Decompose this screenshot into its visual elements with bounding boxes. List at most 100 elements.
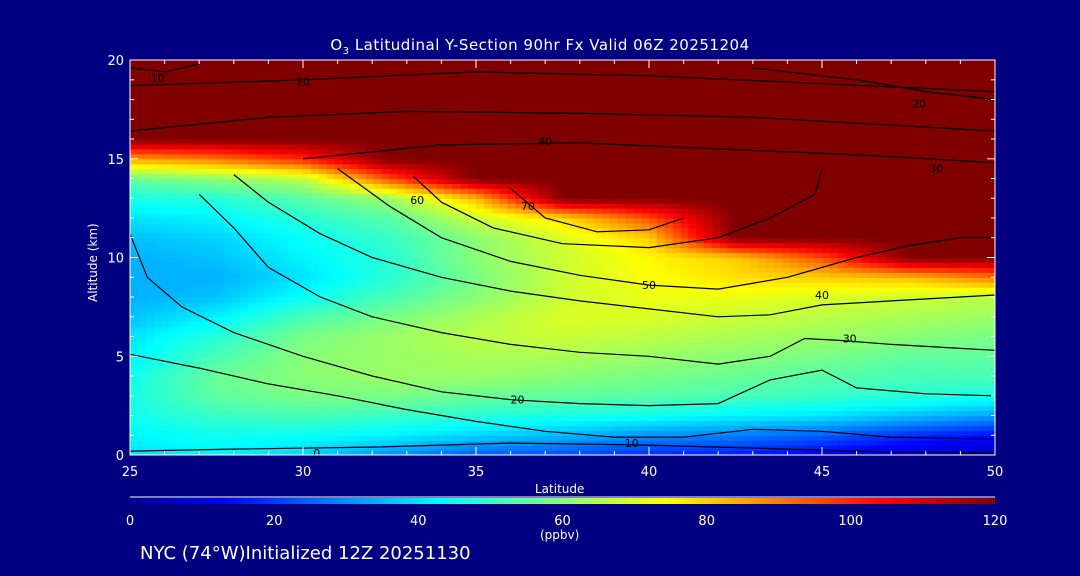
heatmap-cell	[177, 435, 186, 441]
heatmap-cell	[774, 341, 784, 347]
heatmap-cell	[924, 292, 933, 298]
heatmap-cell	[578, 405, 587, 412]
heatmap-cell	[428, 395, 438, 402]
heatmap-cell	[255, 287, 265, 293]
heatmap-cell	[248, 356, 257, 362]
heatmap-cell	[421, 425, 430, 431]
heatmap-cell	[350, 232, 359, 239]
heatmap-cell	[727, 410, 737, 417]
heatmap-cell	[271, 262, 280, 268]
heatmap-cell	[782, 321, 792, 328]
heatmap-cell	[263, 371, 273, 377]
heatmap-cell	[688, 272, 697, 278]
heatmap-cell	[947, 361, 957, 367]
heatmap-cell	[704, 297, 713, 303]
heatmap-cell	[633, 316, 642, 323]
heatmap-cell	[735, 346, 744, 352]
heatmap-cell	[680, 346, 689, 352]
heatmap-cell	[924, 356, 933, 362]
heatmap-cell	[562, 415, 571, 421]
heatmap-cell	[468, 415, 477, 421]
heatmap-cell	[774, 385, 784, 392]
heatmap-cell	[570, 272, 579, 278]
heatmap-cell	[279, 356, 288, 362]
heatmap-cell	[955, 390, 965, 397]
heatmap-cell	[908, 356, 917, 362]
heatmap-cell	[381, 420, 391, 426]
heatmap-cell	[334, 306, 343, 313]
heatmap-cell	[255, 282, 265, 288]
heatmap-cell	[932, 316, 941, 323]
heatmap-cell	[688, 306, 697, 313]
heatmap-cell	[625, 346, 634, 352]
heatmap-cell	[562, 326, 571, 333]
heatmap-cell	[586, 316, 595, 323]
heatmap-cell	[806, 277, 815, 283]
heatmap-cell	[397, 420, 406, 426]
heatmap-cell	[318, 395, 328, 402]
heatmap-cell	[428, 366, 438, 372]
heatmap-cell	[334, 371, 343, 377]
heatmap-cell	[932, 252, 941, 259]
heatmap-cell	[790, 311, 799, 318]
heatmap-cell	[837, 311, 847, 318]
heatmap-cell	[719, 410, 729, 417]
heatmap-cell	[696, 262, 705, 268]
heatmap-cell	[546, 306, 556, 313]
heatmap-cell	[727, 326, 737, 333]
heatmap-cell	[892, 376, 902, 382]
heatmap-cell	[806, 445, 815, 451]
heatmap-cell	[145, 356, 155, 362]
heatmap-cell	[271, 395, 280, 402]
heatmap-cell	[476, 380, 485, 387]
heatmap-cell	[594, 361, 603, 367]
heatmap-cell	[822, 371, 831, 377]
heatmap-cell	[798, 356, 807, 362]
heatmap-cell	[947, 371, 957, 377]
heatmap-cell	[303, 415, 312, 421]
heatmap-cell	[232, 257, 241, 263]
heatmap-cell	[609, 405, 619, 412]
heatmap-cell	[483, 361, 493, 367]
heatmap-cell	[751, 425, 760, 431]
heatmap-cell	[759, 257, 768, 263]
heatmap-cell	[476, 267, 485, 273]
heatmap-cell	[570, 316, 579, 323]
heatmap-cell	[625, 267, 634, 273]
heatmap-cell	[271, 425, 280, 431]
heatmap-cell	[861, 242, 870, 249]
heatmap-cell	[861, 366, 870, 372]
heatmap-cell	[782, 301, 792, 308]
heatmap-cell	[735, 376, 744, 382]
heatmap-cell	[342, 267, 351, 273]
heatmap-cell	[586, 282, 595, 288]
heatmap-cell	[137, 346, 147, 352]
heatmap-cell	[853, 232, 862, 239]
heatmap-cell	[200, 282, 210, 288]
heatmap-cell	[271, 321, 280, 328]
heatmap-cell	[538, 252, 548, 259]
heatmap-cell	[310, 282, 320, 288]
heatmap-cell	[727, 415, 737, 421]
heatmap-cell	[711, 292, 721, 298]
heatmap-cell	[130, 371, 139, 377]
heatmap-cell	[177, 400, 186, 407]
heatmap-cell	[924, 321, 933, 328]
heatmap-cell	[979, 371, 988, 377]
heatmap-cell	[153, 395, 163, 402]
heatmap-cell	[476, 430, 485, 436]
heatmap-cell	[185, 405, 194, 412]
heatmap-cell	[216, 252, 225, 259]
heatmap-cell	[397, 277, 406, 283]
heatmap-cell	[523, 282, 532, 288]
heatmap-cell	[192, 237, 202, 244]
heatmap-cell	[696, 410, 705, 417]
heatmap-cell	[460, 405, 469, 412]
heatmap-cell	[137, 227, 147, 234]
heatmap-cell	[546, 247, 556, 254]
heatmap-cell	[767, 262, 776, 268]
heatmap-cell	[759, 267, 768, 273]
heatmap-cell	[271, 257, 280, 263]
heatmap-cell	[814, 425, 823, 431]
heatmap-cell	[562, 321, 571, 328]
